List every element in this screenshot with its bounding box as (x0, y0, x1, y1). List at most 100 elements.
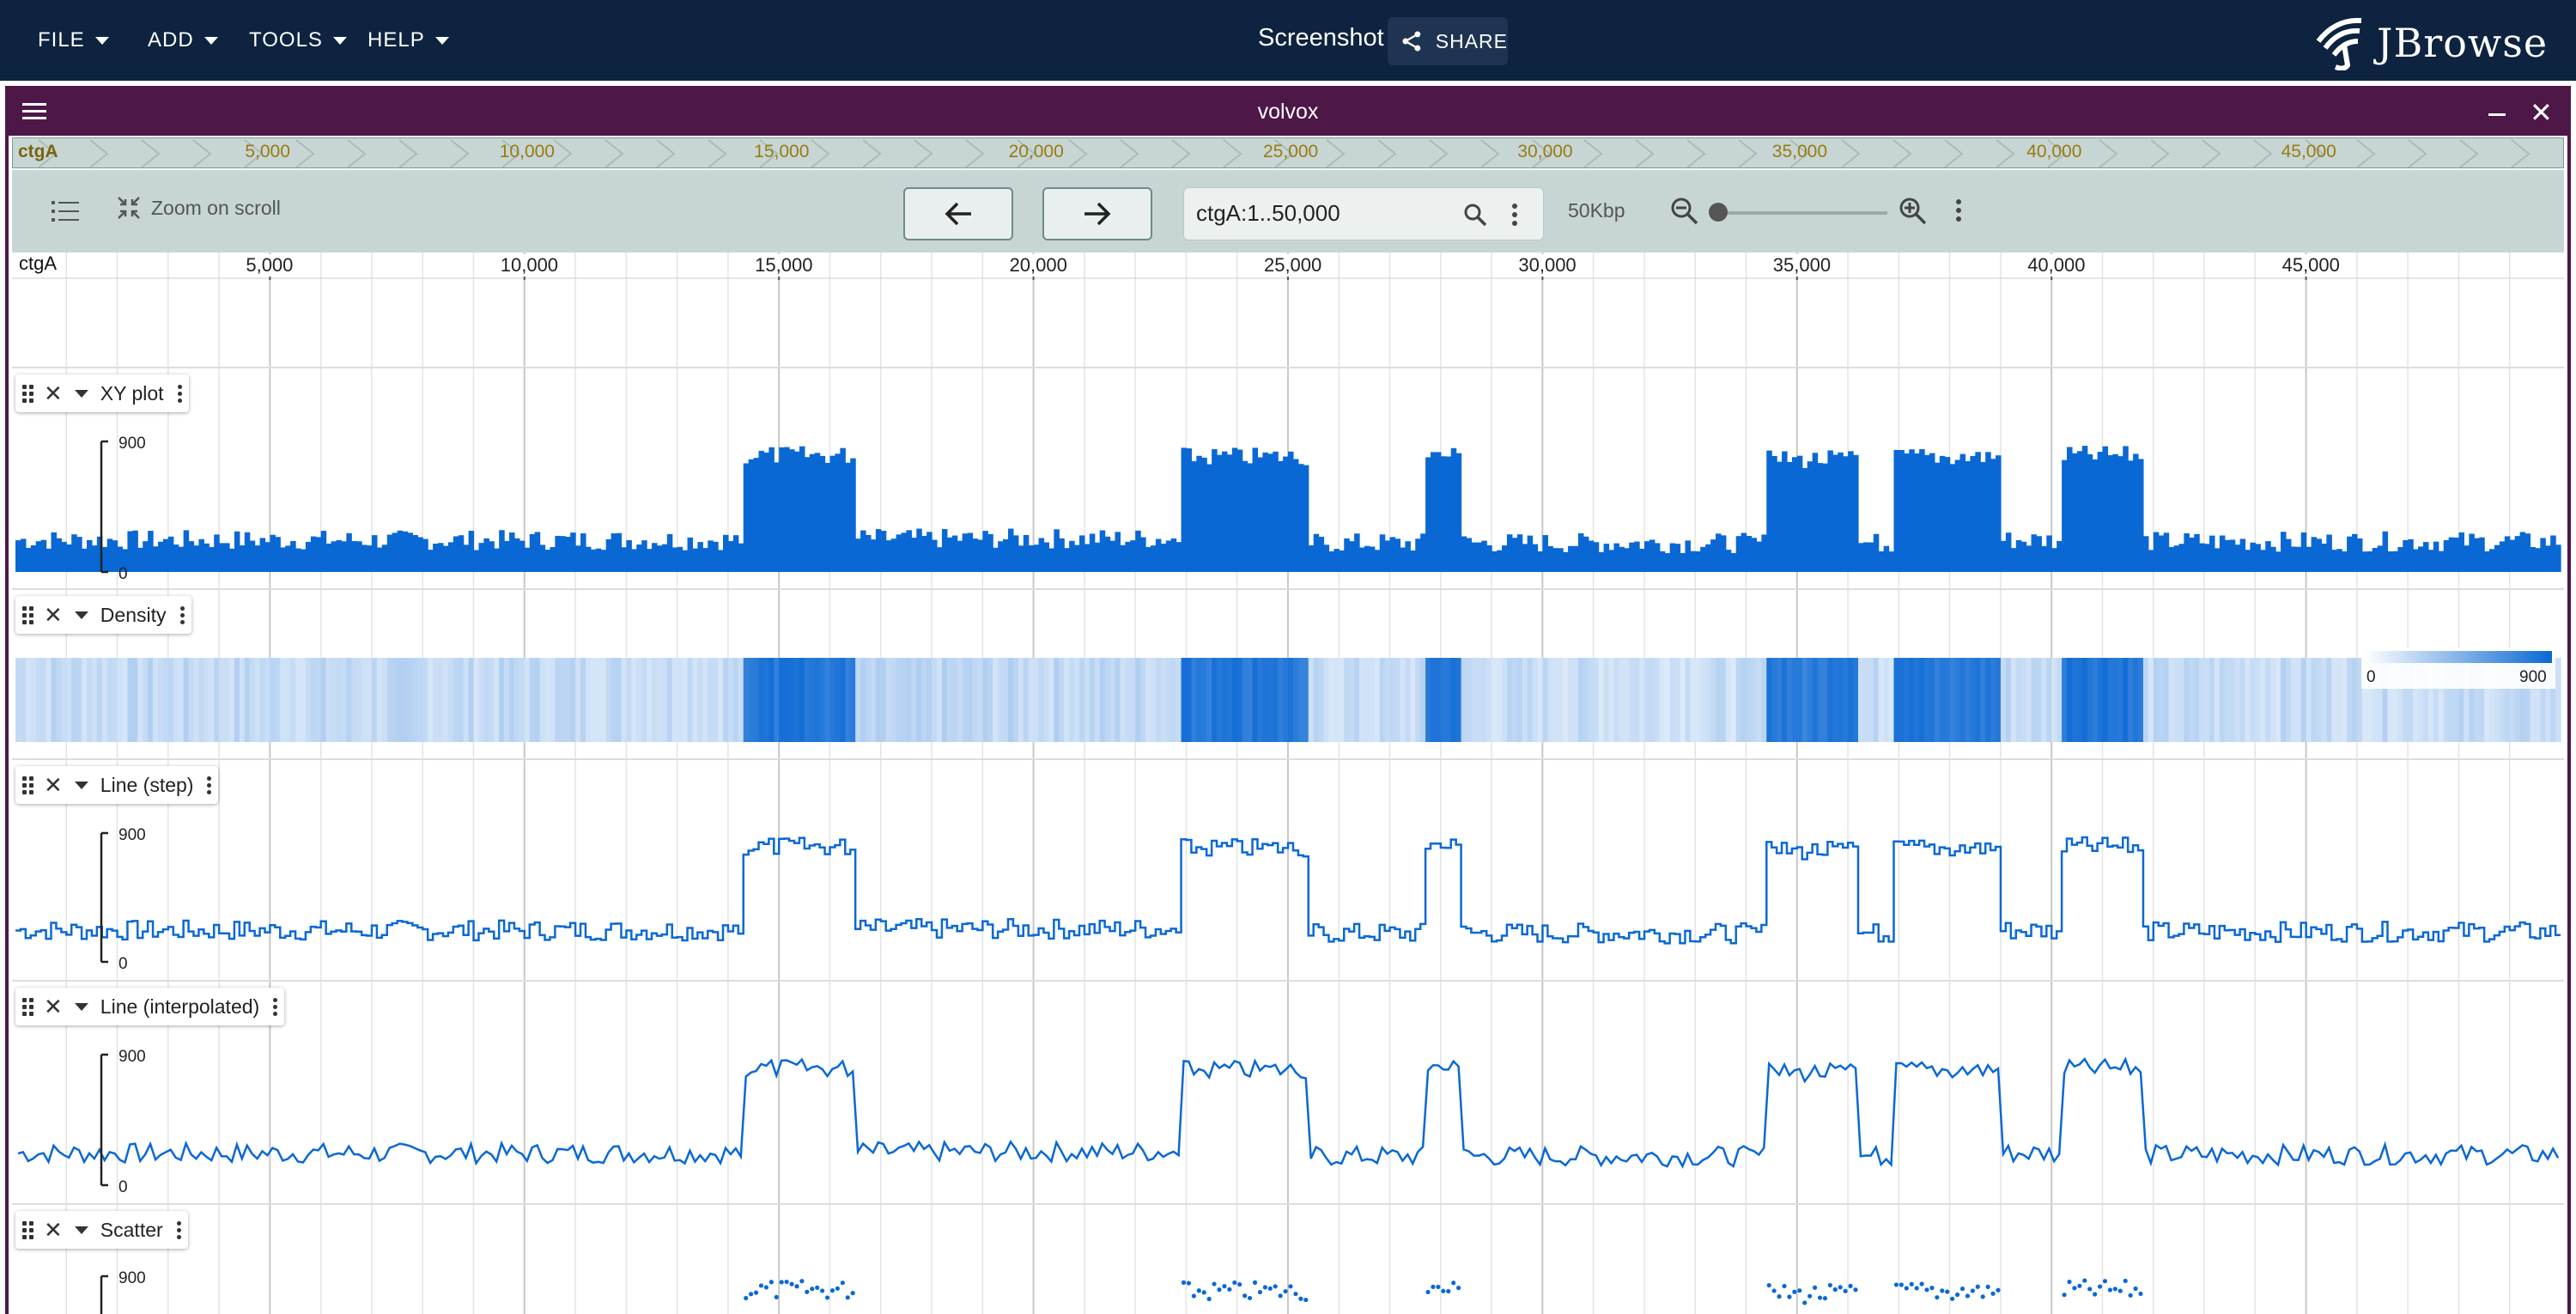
chevron-down-icon[interactable] (74, 611, 88, 619)
density-cell (148, 658, 154, 742)
share-button[interactable]: SHARE (1388, 17, 1508, 65)
more-vertical-icon[interactable] (273, 997, 278, 1016)
density-cell (1522, 658, 1528, 742)
tools-menu-button[interactable]: TOOLS (249, 24, 347, 57)
xy-bar (315, 537, 322, 572)
more-vertical-icon[interactable] (177, 384, 182, 403)
drag-handle-icon[interactable] (22, 605, 33, 624)
density-cell (1150, 658, 1157, 742)
xy-bar (76, 537, 82, 572)
xy-bar (875, 529, 882, 572)
close-icon[interactable]: ✕ (44, 772, 63, 798)
density-cell (1018, 658, 1024, 742)
more-vertical-icon[interactable] (1510, 202, 1519, 228)
drag-handle-icon[interactable] (22, 776, 33, 794)
drag-handle-icon[interactable] (22, 997, 33, 1016)
close-icon[interactable]: ✕ (44, 994, 63, 1019)
drag-handle-icon[interactable] (22, 384, 33, 403)
density-cell (183, 658, 190, 742)
minimize-icon[interactable] (2488, 113, 2506, 116)
density-cell (1643, 658, 1650, 742)
ruler-tick-label: 5,000 (244, 254, 295, 277)
overview-chevron (1377, 139, 1397, 167)
density-cell (2158, 658, 2165, 742)
add-menu-button[interactable]: ADD (148, 24, 218, 57)
zoom-on-scroll-toggle[interactable]: Zoom on scroll (117, 196, 281, 220)
density-cell (957, 658, 963, 742)
xy-bar (1262, 452, 1268, 572)
chevron-down-icon[interactable] (74, 781, 88, 789)
chevron-down-icon[interactable] (74, 389, 88, 398)
xy-bar (1725, 550, 1732, 572)
density-cell (1639, 658, 1645, 742)
density-cell (927, 658, 933, 742)
xy-bar (2418, 546, 2424, 572)
close-icon[interactable]: ✕ (44, 602, 63, 628)
density-cell (259, 658, 266, 742)
xy-bar (1028, 544, 1035, 572)
tracks-container[interactable]: 900 0 0 900 900 0 900 0 900 ctgA 5,000 10,000 15,0… (12, 252, 2564, 1314)
density-cell (1012, 658, 1019, 742)
more-vertical-icon[interactable] (1954, 198, 1963, 223)
density-cell (1965, 658, 1971, 742)
xy-bar (906, 530, 912, 572)
more-vertical-icon[interactable] (176, 1220, 181, 1239)
xy-bar (819, 455, 826, 572)
more-vertical-icon[interactable] (179, 605, 185, 624)
density-cell (2300, 658, 2307, 742)
close-icon[interactable]: ✕ (44, 380, 63, 406)
xy-bar (1996, 455, 2002, 572)
xy-bar (1354, 533, 1360, 572)
scatter-point (1996, 1287, 2001, 1293)
chevron-down-icon[interactable] (74, 1226, 88, 1234)
zoom-in-icon[interactable] (1898, 196, 1929, 227)
close-icon[interactable]: ✕ (2530, 97, 2553, 128)
hamburger-menu-icon[interactable] (22, 101, 46, 122)
file-menu-button[interactable]: FILE (38, 24, 109, 57)
density-cell (1445, 658, 1452, 742)
density-cell (677, 658, 683, 742)
track-name: Line (step) (100, 773, 194, 796)
xy-bar (1848, 451, 1854, 572)
scatter-point (1832, 1287, 1838, 1293)
zoom-slider-track[interactable] (1716, 211, 1887, 215)
overview-scalebar[interactable]: ctgA 5,000 10,000 15,000 20,000 25,000 30,000… (12, 137, 2564, 168)
density-cell (1791, 658, 1798, 742)
xy-bar (1313, 533, 1320, 572)
zoom-slider-thumb[interactable] (1709, 203, 1728, 222)
scatter-point (1980, 1294, 1985, 1299)
track-name: Density (100, 603, 167, 626)
xy-bar (1705, 544, 1711, 572)
help-menu-button[interactable]: HELP (368, 24, 449, 57)
location-input[interactable] (1196, 200, 1445, 227)
density-cell (117, 658, 124, 742)
density-cell (1827, 658, 1833, 742)
density-cell (290, 658, 296, 742)
close-icon[interactable]: ✕ (44, 1217, 63, 1243)
density-cell (616, 658, 623, 742)
density-cell (219, 658, 225, 742)
more-vertical-icon[interactable] (207, 776, 212, 794)
track-selector-icon[interactable] (52, 199, 79, 223)
density-cell (2031, 658, 2038, 742)
xy-bar (30, 544, 37, 572)
xy-bar (1532, 544, 1539, 572)
chevron-down-icon (332, 36, 347, 45)
density-cell (1303, 658, 1309, 742)
drag-handle-icon[interactable] (22, 1220, 33, 1239)
scroll-right-button[interactable] (1042, 187, 1152, 240)
overview-chevron (1068, 139, 1088, 167)
density-cell (2423, 658, 2429, 742)
xy-bar (178, 546, 185, 572)
xy-bar (647, 549, 653, 572)
overview-chevron (295, 139, 315, 167)
zoom-out-icon[interactable] (1669, 196, 1700, 227)
scroll-left-button[interactable] (903, 187, 1013, 240)
xy-bar (1374, 550, 1381, 572)
xy-bar (1176, 542, 1182, 572)
chevron-down-icon[interactable] (74, 1002, 88, 1011)
scatter-point (1935, 1295, 1940, 1300)
xy-bar (2550, 535, 2556, 572)
search-icon[interactable] (1462, 202, 1488, 228)
density-cell (2092, 658, 2099, 742)
